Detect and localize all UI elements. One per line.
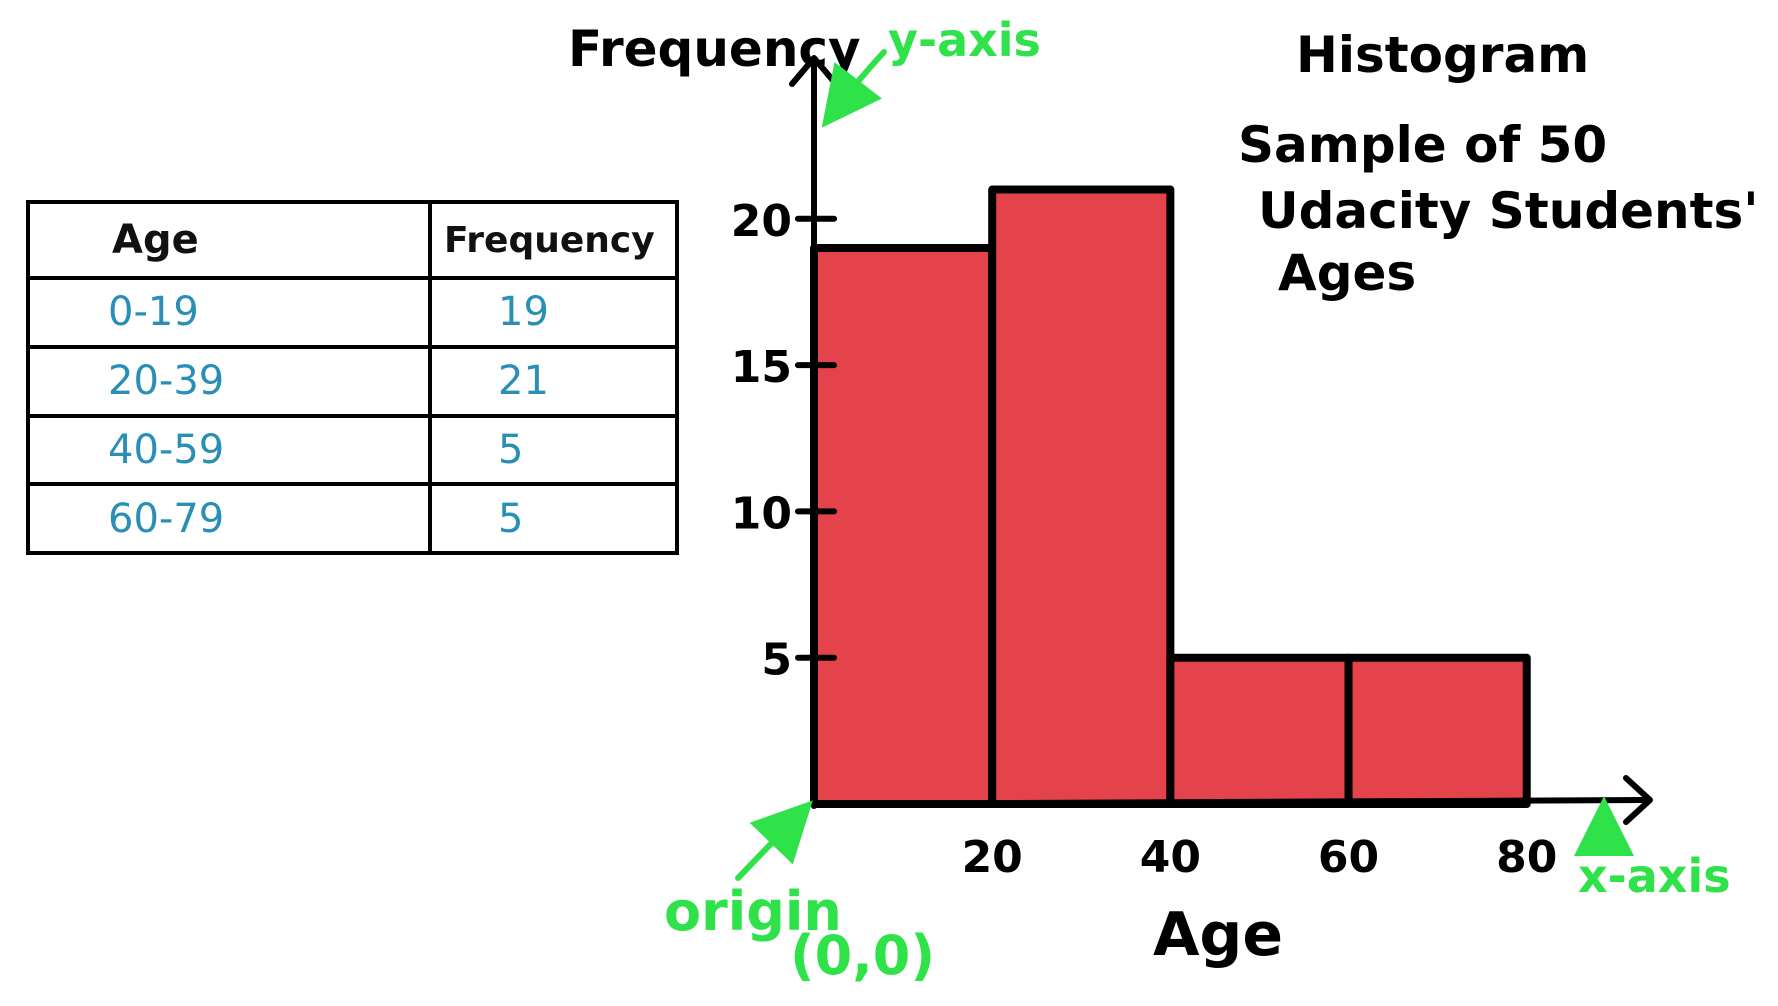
y-axis-annotation: y-axis bbox=[888, 13, 1041, 67]
y-ticks-group: 5 10 15 20 bbox=[731, 196, 837, 686]
y-tick-label: 10 bbox=[731, 488, 792, 539]
y-axis-label: Frequency bbox=[568, 20, 861, 78]
x-tick-label: 40 bbox=[1140, 832, 1201, 883]
x-tick-label: 20 bbox=[962, 832, 1023, 883]
x-tick-label: 60 bbox=[1318, 832, 1379, 883]
x-ticks-group: 20 40 60 80 bbox=[962, 832, 1558, 883]
histogram-bar bbox=[1344, 653, 1531, 809]
y-tick-label: 5 bbox=[761, 635, 792, 686]
x-tick-label: 80 bbox=[1496, 832, 1557, 883]
table-header-row: Age Frequency bbox=[26, 200, 679, 280]
table-cell-age: 40-59 bbox=[26, 413, 432, 487]
table-row: 60-79 5 bbox=[26, 482, 679, 555]
y-tick-label: 15 bbox=[731, 342, 792, 393]
table-cell-age: 0-19 bbox=[26, 276, 432, 349]
table-header-age: Age bbox=[26, 200, 432, 280]
x-axis-arrowhead bbox=[1623, 775, 1653, 825]
table-row: 0-19 19 bbox=[26, 276, 679, 349]
origin-annotation-arrow bbox=[735, 800, 813, 881]
table-cell-frequency: 19 bbox=[428, 276, 679, 349]
frequency-table: Age Frequency 0-19 19 20-39 21 40-59 5 6… bbox=[26, 200, 679, 555]
bars-group bbox=[810, 185, 1531, 809]
table-cell-frequency: 5 bbox=[428, 482, 679, 555]
histogram-bar bbox=[810, 244, 997, 809]
histogram-bar bbox=[988, 185, 1175, 809]
x-axis-label: Age bbox=[1153, 900, 1283, 970]
table-cell-frequency: 5 bbox=[428, 413, 679, 487]
origin-annotation: origin bbox=[664, 880, 842, 943]
chart-subtitle-line: Sample of 50 bbox=[1238, 116, 1607, 174]
table-row: 40-59 5 bbox=[26, 413, 679, 487]
y-tick-label: 20 bbox=[731, 196, 792, 247]
origin-coordinates-annotation: (0,0) bbox=[790, 924, 935, 987]
x-axis-annotation: x-axis bbox=[1578, 849, 1731, 903]
chart-subtitle-line: Ages bbox=[1278, 244, 1416, 302]
table-header-frequency: Frequency bbox=[428, 200, 679, 280]
table-cell-age: 20-39 bbox=[26, 344, 432, 418]
chart-subtitle-line: Udacity Students' bbox=[1258, 182, 1759, 240]
table-cell-frequency: 21 bbox=[428, 344, 679, 418]
table-row: 20-39 21 bbox=[26, 344, 679, 418]
x-axis-line bbox=[811, 797, 1647, 807]
chart-title: Histogram bbox=[1296, 26, 1589, 84]
histogram-bar bbox=[1166, 653, 1353, 809]
y-axis-annotation-arrow bbox=[821, 49, 887, 128]
table-cell-age: 60-79 bbox=[26, 482, 432, 555]
